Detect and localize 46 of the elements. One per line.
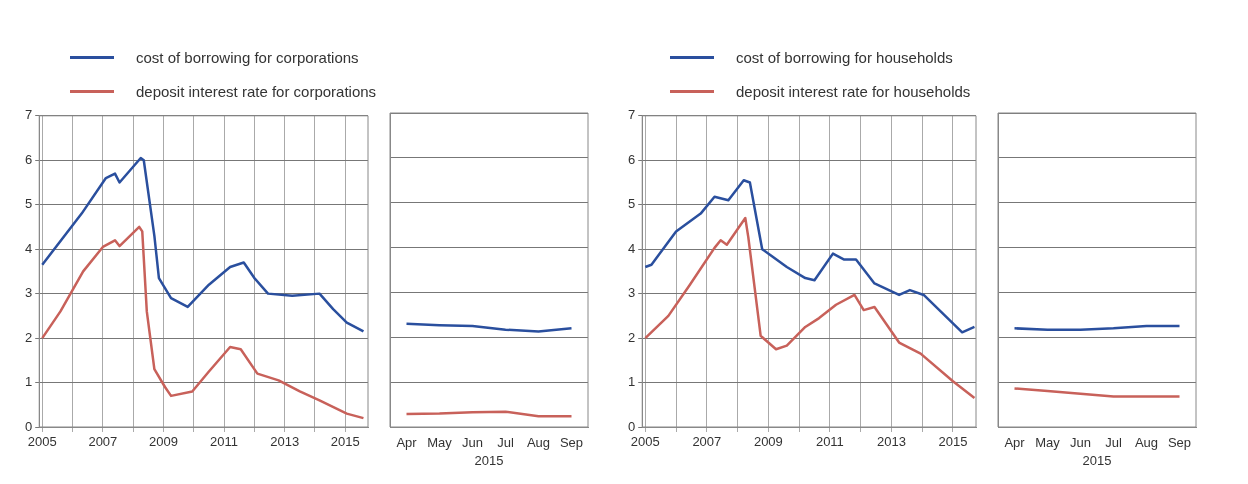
y-tick-label: 0 [25,418,33,434]
y-tick-label: 1 [628,374,636,390]
legend-label: cost of borrowing for households [736,48,953,66]
legend-label: cost of borrowing for corporations [136,48,359,66]
y-tick-label: 2 [628,329,636,345]
y-tick-label: 4 [25,240,33,256]
x-tick-label: 2009 [753,434,783,450]
y-tick-label: 5 [628,196,636,212]
x-tick-label: 2013 [270,434,300,450]
y-tick-label: 5 [25,196,33,212]
x-tick-label: Jul [497,435,514,451]
x-tick-label: Sep [1167,435,1192,451]
x-tick-label: May [427,435,453,451]
y-tick-label: 6 [25,151,33,167]
x-tick-label: Aug [1134,435,1159,451]
x-tick-label: Jun [1070,435,1091,451]
y-tick-label: 0 [628,418,636,434]
x-tick-label: 2007 [692,434,722,450]
x-tick-label: 2009 [149,434,178,450]
y-tick-label: 3 [25,285,33,301]
x-tick-label: Jun [462,435,483,451]
x-tick-label: 2015 [330,434,360,450]
x-tick-label: 2007 [88,434,118,450]
x-tick-label: May [1035,435,1061,451]
y-tick-label: 7 [628,107,636,123]
y-tick-label: 3 [628,285,636,301]
x-tick-label: Aug [526,435,551,451]
y-tick-label: 1 [25,374,33,390]
x-tick-label: 2013 [876,434,906,450]
y-tick-label: 2 [25,329,33,345]
x-tick-label: Apr [396,435,418,451]
x-tick-label: Apr [1004,435,1026,451]
y-tick-label: 7 [25,107,33,123]
x-tick-label: 2005 [630,434,660,450]
y-tick-label: 4 [628,240,636,256]
y-tick-label: 6 [628,151,636,167]
legend-label: deposit interest rate for corporations [136,82,377,100]
x-axis-title: 2015 [1082,452,1112,468]
x-tick-label: 2011 [815,434,844,450]
x-tick-label: 2005 [27,434,57,450]
x-tick-label: Jul [1105,435,1122,451]
x-tick-label: Sep [559,435,584,451]
x-tick-label: 2015 [938,434,968,450]
legend-label: deposit interest rate for households [736,82,971,100]
x-tick-label: 2011 [210,434,239,450]
x-axis-title: 2015 [474,452,504,468]
